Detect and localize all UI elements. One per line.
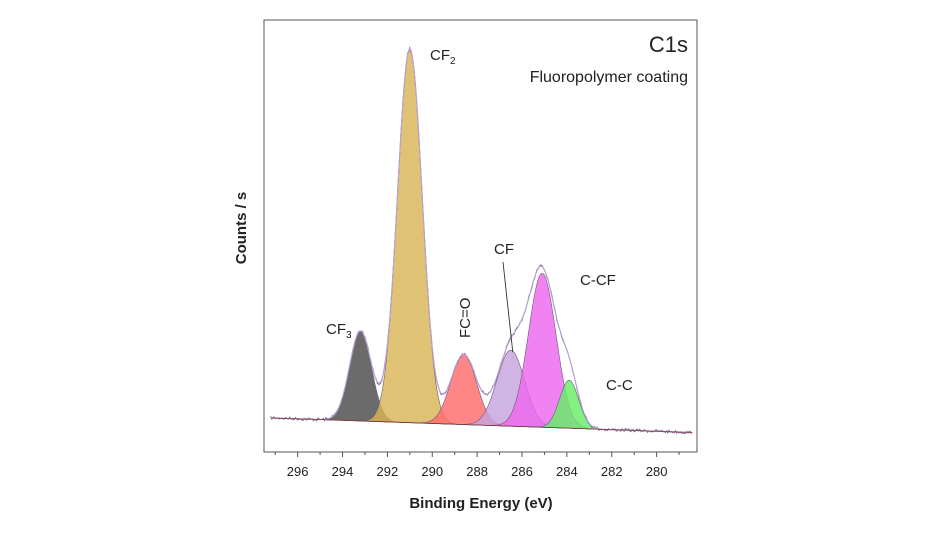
- peak-cf2: [316, 48, 503, 427]
- x-axis-label: Binding Energy (eV): [409, 495, 552, 512]
- peak-label-cf: CF: [494, 241, 514, 258]
- x-tick-label: 280: [646, 464, 668, 479]
- peak-label-c-cf: C-CF: [580, 272, 616, 289]
- x-tick-label: 292: [377, 464, 399, 479]
- peak-label-cf3: CF3: [326, 321, 352, 341]
- plot-frame: [263, 19, 698, 453]
- x-tick-label: 290: [421, 464, 443, 479]
- envelope-line: [270, 47, 692, 433]
- x-tick-label: 288: [466, 464, 488, 479]
- x-tick-label: 286: [511, 464, 533, 479]
- peak-label-cf2: CF2: [430, 47, 456, 67]
- peak-label-fc-o: FC=O: [457, 298, 474, 338]
- peaks-layer: [277, 48, 646, 432]
- chart-title: C1s: [649, 32, 688, 57]
- cf-leader-line: [502, 261, 514, 353]
- chart-subtitle: Fluoropolymer coating: [530, 69, 688, 86]
- background-line: [270, 417, 693, 433]
- peak-label-c-c: C-C: [606, 377, 633, 394]
- x-tick-label: 284: [556, 464, 578, 479]
- y-axis-label: Counts / s: [233, 192, 250, 265]
- x-tick-label: 282: [601, 464, 623, 479]
- raw-spectrum-line: [270, 46, 692, 435]
- x-axis-ticks: 296 294 292 290 288 286 284 282 280: [274, 452, 680, 479]
- x-tick-label: 296: [287, 464, 309, 479]
- peak-labels: CF3 CF2 FC=O CF C-CF C-C: [326, 47, 633, 394]
- x-tick-label: 294: [332, 464, 354, 479]
- envelope-layer: [270, 46, 693, 435]
